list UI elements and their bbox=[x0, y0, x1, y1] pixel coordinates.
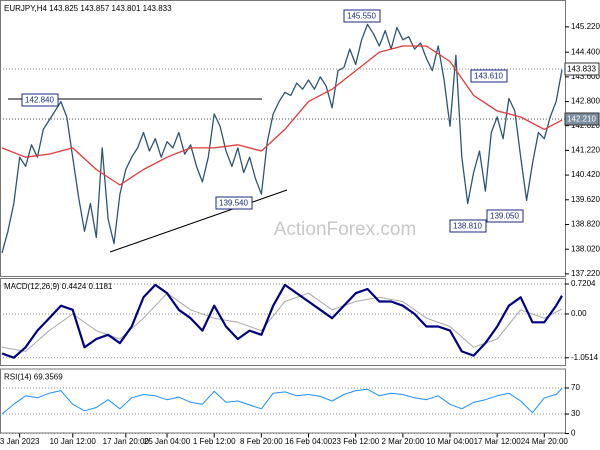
annotation-label: 139.540 bbox=[219, 199, 248, 208]
y-tick-label: 0 bbox=[571, 429, 576, 438]
x-tick-label: 2 Mar 20:00 bbox=[381, 437, 424, 446]
panel-title: RSI(14) 69.3569 bbox=[4, 373, 63, 382]
x-tick-label: 25 Jan 04:00 bbox=[144, 437, 191, 446]
x-tick-label: 17 Mar 12:00 bbox=[474, 437, 522, 446]
y-tick-label: 138.820 bbox=[571, 220, 600, 229]
y-tick-label: 139.620 bbox=[571, 195, 600, 204]
price-label-box bbox=[564, 62, 600, 76]
x-tick-label: 24 Mar 20:00 bbox=[521, 437, 569, 446]
y-tick-label: 0.7204 bbox=[571, 279, 596, 288]
line-series bbox=[1, 45, 563, 186]
x-tick-label: 3 Jan 2023 bbox=[0, 437, 40, 446]
trend-line bbox=[109, 189, 288, 253]
annotation-box bbox=[449, 219, 487, 233]
annotation-label: 139.050 bbox=[490, 212, 519, 221]
annotation-label: 138.810 bbox=[453, 222, 482, 231]
annotation-label: 142.840 bbox=[25, 96, 54, 105]
annotation-box bbox=[21, 93, 59, 107]
annotation-box bbox=[215, 196, 253, 210]
line-series bbox=[1, 292, 563, 352]
panel-title: EURJPY,H4 143.825 143.857 143.801 143.83… bbox=[4, 4, 172, 13]
price-label-box bbox=[564, 112, 600, 126]
price-label: 143.833 bbox=[567, 65, 596, 74]
line-series bbox=[1, 23, 563, 254]
x-tick-label: 16 Feb 04:00 bbox=[285, 437, 333, 446]
panel-frame bbox=[0, 278, 566, 366]
y-tick-label: 145.220 bbox=[571, 22, 600, 31]
panel-title: MACD(12,26,9) 0.4424 0.1181 bbox=[4, 282, 113, 291]
y-tick-label: 143.600 bbox=[571, 72, 600, 81]
x-tick-label: 23 Feb 12:00 bbox=[332, 437, 380, 446]
y-tick-label: 137.220 bbox=[571, 269, 600, 278]
y-tick-label: 142.800 bbox=[571, 97, 600, 106]
annotation-label: 145.550 bbox=[347, 12, 376, 21]
y-tick-label: 141.220 bbox=[571, 145, 600, 154]
line-series bbox=[1, 283, 563, 359]
x-tick-label: 10 Mar 04:00 bbox=[426, 437, 474, 446]
annotation-box bbox=[470, 69, 508, 83]
line-series bbox=[1, 388, 563, 415]
y-tick-label: 30 bbox=[571, 409, 580, 418]
annotation-box bbox=[343, 9, 381, 23]
y-tick-label: -1.0514 bbox=[571, 353, 599, 362]
x-tick-label: 8 Feb 20:00 bbox=[240, 437, 283, 446]
annotation-label: 143.610 bbox=[474, 72, 503, 81]
y-tick-label: 138.020 bbox=[571, 244, 600, 253]
x-tick-label: 17 Jan 20:00 bbox=[103, 437, 150, 446]
y-tick-label: 0.00 bbox=[571, 309, 587, 318]
watermark: ActionForex.com bbox=[274, 219, 417, 240]
y-tick-label: 140.420 bbox=[571, 170, 600, 179]
y-tick-label: 70 bbox=[571, 383, 580, 392]
price-label: 142.210 bbox=[567, 115, 596, 124]
panel-frame bbox=[0, 0, 566, 277]
annotation-box bbox=[486, 209, 524, 223]
x-tick-label: 1 Feb 12:00 bbox=[193, 437, 236, 446]
y-tick-label: 144.400 bbox=[571, 47, 600, 56]
x-tick-label: 10 Jan 12:00 bbox=[50, 437, 97, 446]
